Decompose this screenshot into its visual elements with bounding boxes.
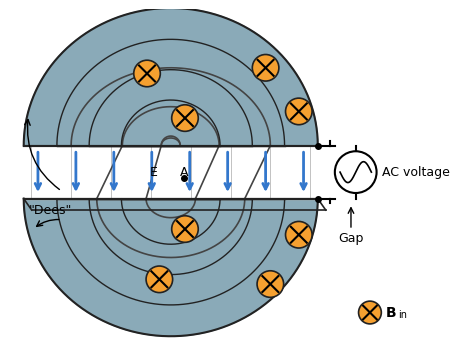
Circle shape bbox=[358, 301, 381, 324]
Text: in: in bbox=[398, 310, 408, 320]
Polygon shape bbox=[89, 70, 252, 146]
Circle shape bbox=[335, 151, 376, 193]
Circle shape bbox=[172, 216, 198, 242]
Text: B: B bbox=[386, 305, 397, 320]
Text: AC voltage: AC voltage bbox=[382, 166, 450, 179]
Text: Gap: Gap bbox=[338, 232, 364, 245]
Polygon shape bbox=[24, 8, 318, 146]
Circle shape bbox=[257, 271, 284, 297]
Circle shape bbox=[146, 266, 173, 292]
Bar bbox=[24, 146, 318, 199]
Polygon shape bbox=[24, 199, 318, 336]
Text: E: E bbox=[150, 166, 157, 179]
Circle shape bbox=[172, 105, 198, 131]
Polygon shape bbox=[57, 199, 285, 305]
Circle shape bbox=[134, 60, 160, 87]
Circle shape bbox=[285, 222, 312, 248]
Text: "Dees": "Dees" bbox=[28, 203, 72, 217]
Polygon shape bbox=[122, 100, 220, 146]
Polygon shape bbox=[57, 39, 285, 146]
Text: A: A bbox=[180, 166, 188, 179]
Circle shape bbox=[285, 98, 312, 125]
Polygon shape bbox=[89, 199, 252, 275]
Circle shape bbox=[252, 54, 279, 81]
Polygon shape bbox=[122, 199, 220, 244]
